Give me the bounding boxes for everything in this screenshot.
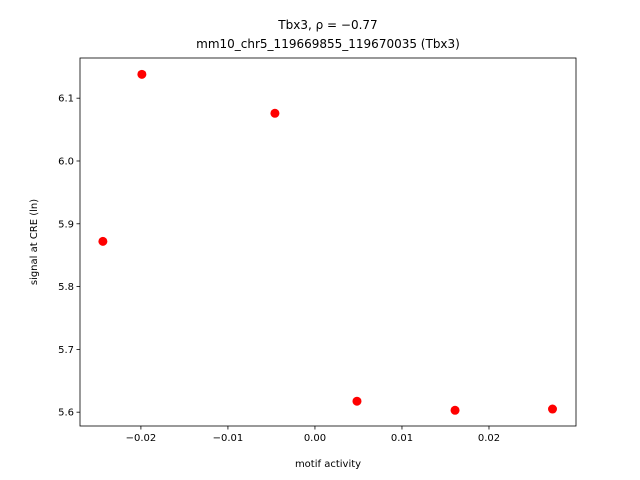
y-tick-label: 6.0 xyxy=(58,156,74,167)
point xyxy=(450,405,460,415)
point xyxy=(98,236,108,246)
point xyxy=(137,69,147,79)
y-tick-label: 5.6 xyxy=(58,408,74,419)
x-tick-label: −0.02 xyxy=(126,433,157,444)
point xyxy=(548,404,558,414)
point xyxy=(352,396,362,406)
x-tick-label: 0.01 xyxy=(391,433,413,444)
y-tick-label: 5.8 xyxy=(58,282,74,293)
y-axis-label: signal at CRE (ln) xyxy=(29,199,40,285)
x-tick-label: 0.00 xyxy=(304,433,326,444)
y-tick-label: 6.1 xyxy=(58,94,74,105)
plot-frame xyxy=(79,57,577,427)
x-tick-label: 0.02 xyxy=(478,433,500,444)
chart-title: Tbx3, ρ = −0.77 xyxy=(277,18,377,32)
chart-subtitle: mm10_chr5_119669855_119670035 (Tbx3) xyxy=(196,37,460,51)
x-tick-label: −0.01 xyxy=(213,433,244,444)
x-axis-label: motif activity xyxy=(295,459,361,470)
y-tick-label: 5.9 xyxy=(58,219,74,230)
point xyxy=(270,108,280,118)
y-tick-label: 5.7 xyxy=(58,345,74,356)
